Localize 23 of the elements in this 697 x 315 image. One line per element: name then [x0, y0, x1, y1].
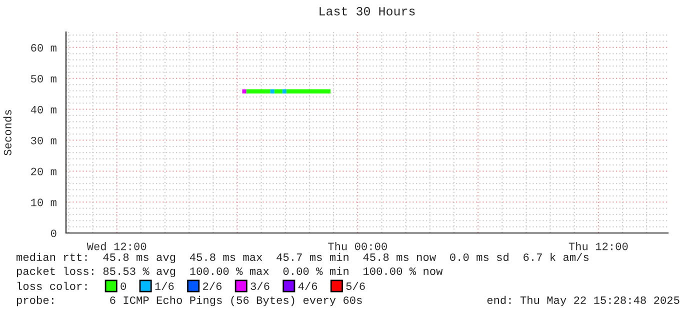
chart-title: Last 30 Hours — [320, 6, 415, 16]
legend-label: 4/6 — [298, 282, 318, 290]
y-tick-label: 20 m — [31, 168, 56, 176]
y-tick-label: 60 m — [31, 44, 56, 52]
legend-label: 2/6 — [203, 282, 222, 290]
x-tick-label: Thu 12:00 — [568, 242, 628, 250]
x-tick-label: Thu 00:00 — [328, 242, 387, 250]
text: probe: 6 ICMP Echo Pings (56 Bytes) every 60s — [16, 296, 362, 306]
y-tick-label: 0 — [50, 230, 56, 238]
legend-label: 5/6 — [346, 282, 365, 290]
legend-title: loss color: — [17, 282, 87, 290]
text: median rtt: 45.8 ms avg 45.8 ms max 45.7 ms min 45.8 ms now 0.0 ms sd 6.7 k am/s — [16, 252, 589, 264]
y-axis-title: Seconds — [3, 110, 12, 156]
y-tick-label: 40 m — [30, 106, 56, 114]
legend-label: 1/6 — [155, 282, 174, 290]
y-tick-label: 10 m — [31, 198, 56, 206]
y-tick-label: 30 m — [30, 136, 56, 144]
text: end: Thu May 22 15:28:48 2025 — [487, 296, 680, 306]
legend-label: 3/6 — [250, 282, 270, 290]
text: packet loss: 85.53 % avg 100.00 % max 0.00 % min 100.00 % now — [16, 266, 443, 278]
x-tick-label: Wed 12:00 — [86, 242, 146, 250]
y-tick-label: 50 m — [30, 74, 56, 83]
legend-label: 0 — [120, 282, 126, 290]
